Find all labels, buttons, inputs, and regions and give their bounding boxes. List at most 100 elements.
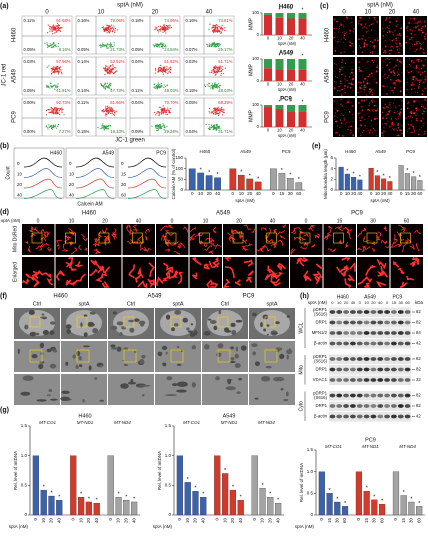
signal: [388, 33, 390, 35]
mitochondria: [279, 234, 286, 240]
event: [160, 68, 162, 70]
dose-label: 20: [389, 10, 396, 16]
signal: [363, 130, 365, 132]
chart-title: PC9: [280, 97, 292, 103]
signal: [364, 23, 367, 26]
signal: [382, 93, 384, 95]
event: [52, 25, 54, 27]
event: [217, 126, 219, 128]
event: [51, 128, 54, 130]
band: [370, 414, 377, 419]
band: [377, 320, 384, 325]
event: [224, 67, 227, 69]
mitochondria: [139, 242, 144, 251]
signal: [413, 60, 414, 62]
event: [54, 107, 56, 109]
kda-label: 42: [416, 414, 421, 419]
event: [212, 69, 214, 71]
band: [384, 404, 390, 408]
signal: [357, 22, 359, 24]
x-tick-label: 40: [215, 191, 221, 196]
signal: [397, 122, 399, 125]
mitochondria: [383, 225, 387, 232]
event: [163, 86, 165, 89]
organelle: [116, 321, 124, 326]
mitochondria: [314, 271, 323, 283]
flow-plot: [75, 56, 127, 96]
event: [49, 87, 51, 89]
signal: [363, 86, 365, 88]
signal: [369, 129, 372, 132]
signal: [368, 30, 369, 32]
mitochondria: [361, 245, 366, 253]
event: [101, 127, 103, 130]
band: [350, 393, 356, 398]
panel-label: (h): [300, 293, 309, 300]
event: [107, 126, 109, 128]
signal: [395, 42, 397, 45]
mitochondria: [105, 235, 110, 242]
cell-title: H460: [82, 211, 97, 217]
x-tick-label: 10: [78, 518, 83, 524]
signal: [414, 26, 417, 28]
event: [111, 112, 113, 114]
x-tick-label: 60: [379, 518, 384, 524]
signal: [392, 127, 393, 129]
organelle: [29, 331, 37, 337]
signal: [408, 127, 411, 130]
event: [54, 68, 56, 70]
x-tick-label: 10: [116, 518, 121, 524]
micrograph: [381, 16, 403, 55]
event: [159, 87, 161, 89]
signal: [333, 47, 335, 49]
signal: [423, 133, 426, 135]
signal: [365, 67, 367, 69]
organelle: [22, 375, 34, 381]
mitochondria: [41, 242, 50, 247]
signal: [371, 110, 374, 113]
event: [213, 125, 215, 127]
event: [46, 109, 48, 112]
event: [211, 112, 213, 114]
event: [216, 43, 218, 45]
event: [167, 25, 169, 27]
signal: [384, 103, 386, 104]
signal: [393, 35, 395, 37]
signal: [384, 77, 386, 80]
signal: [397, 127, 400, 129]
signal: [388, 110, 391, 113]
event: [163, 70, 165, 72]
signal: [340, 65, 342, 67]
y-tick-label: 0.5: [307, 491, 314, 496]
event: [108, 29, 110, 31]
signal: [399, 27, 401, 29]
event: [157, 68, 160, 70]
signal: [382, 22, 384, 24]
band: [397, 367, 404, 372]
x-axis-label: sptA (nM): [153, 524, 173, 529]
signal: [422, 48, 424, 51]
mitochondria: [190, 237, 195, 241]
signal: [384, 59, 386, 61]
signal: [393, 111, 396, 114]
organelle: [171, 383, 178, 387]
y-axis-label: Calcein AM (% of control): [171, 148, 176, 199]
signal: [396, 34, 398, 36]
event: [106, 105, 109, 107]
event: [158, 125, 160, 127]
histogram-panel: [117, 147, 169, 199]
signal: [385, 114, 387, 116]
signal: [424, 52, 425, 54]
em-image: [108, 374, 154, 405]
band: [404, 320, 411, 325]
signal: [399, 40, 401, 41]
organelle: [165, 314, 171, 320]
event: [99, 44, 101, 46]
event: [161, 42, 163, 44]
row-label: PC9: [325, 111, 331, 123]
signal: [384, 45, 387, 48]
event: [160, 46, 162, 48]
event: [209, 85, 211, 87]
signal: [422, 91, 424, 92]
event: [217, 29, 219, 31]
